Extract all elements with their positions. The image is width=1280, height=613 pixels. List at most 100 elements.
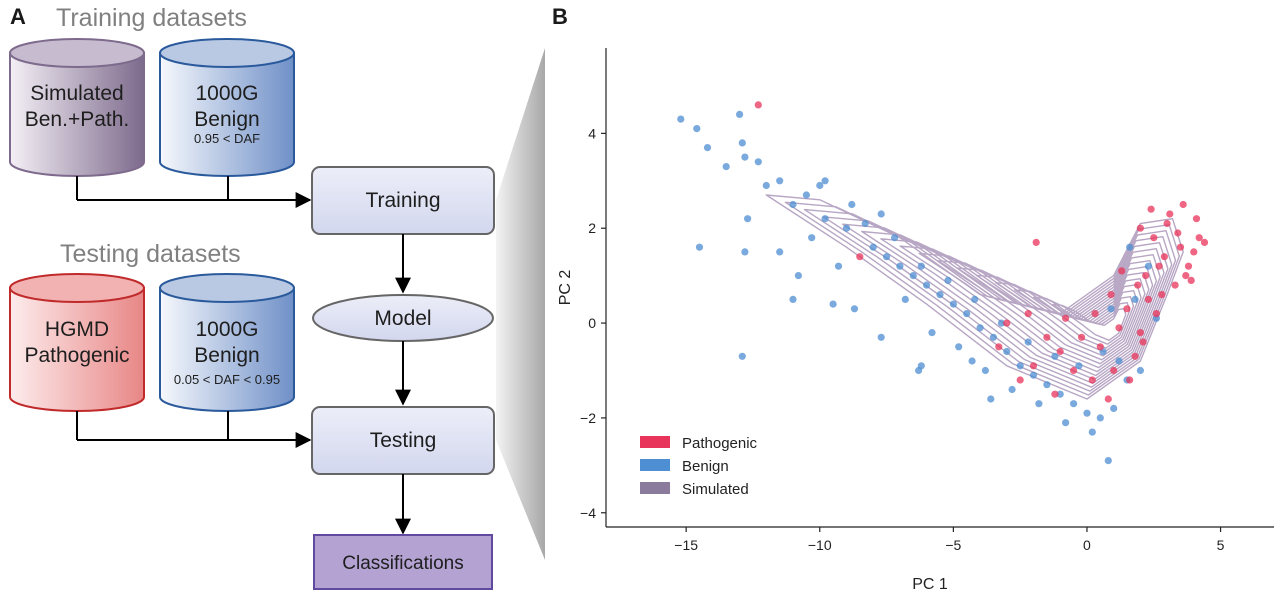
pathogenic-point [1182,272,1190,280]
1000g-train-daf: 0.95 < DAF [194,131,260,146]
pathogenic-point [1126,376,1134,384]
benign-point [1115,357,1123,365]
pathogenic-point [1131,352,1139,360]
pathogenic-point [1187,276,1195,284]
simulated-contour [1014,289,1135,349]
pathogenic-point [1123,305,1131,313]
benign-point [722,163,730,171]
pathogenic-point [1155,262,1163,270]
scatter-points [677,101,1209,465]
1000g-test-label-line2: Benign [194,344,259,367]
1000g-test-label-line1: 1000G [195,318,258,341]
pca-plot: −15 −10 −5 0 5 −4 −2 0 2 4 PC 1 PC 2 Pathogenic Beni… [557,48,1274,593]
pathogenic-point [856,253,864,261]
benign-point [963,310,971,318]
pathogenic-point [1171,281,1179,289]
benign-point [1083,409,1091,417]
testing-connectors [76,411,312,448]
training-connectors [76,176,312,208]
benign-point [677,115,685,123]
benign-point [1107,305,1115,313]
pathogenic-point [1118,267,1126,275]
simulated-contour [784,201,1180,396]
pathogenic-point [1166,210,1174,218]
benign-point [944,276,952,284]
y-tick-label: 2 [588,220,596,236]
benign-point [1144,262,1152,270]
legend-label-simulated: Simulated [682,481,749,498]
plot-legend: Pathogenic Benign Simulated [640,435,758,498]
benign-point [901,295,909,303]
pathogenic-point [1032,238,1040,246]
pathogenic-point [1110,366,1118,375]
simulated-contour [956,267,1146,361]
pathogenic-point [1160,253,1168,261]
pathogenic-point [1190,248,1198,256]
testing-box-label: Testing [370,429,437,452]
y-tick-label: −4 [580,505,596,521]
pathogenic-point [1024,310,1032,318]
benign-point [976,324,984,332]
pathogenic-point [1091,310,1099,318]
benign-point [915,366,923,375]
benign-point [1110,404,1118,412]
benign-point [869,243,877,251]
pathogenic-point [1062,314,1070,322]
benign-point [1029,371,1038,379]
benign-point [789,295,797,303]
x-tick-label: −15 [674,537,698,553]
1000g-test-daf: 0.05 < DAF < 0.95 [174,372,280,387]
1000g-test-cylinder: 1000G Benign 0.05 < DAF < 0.95 [159,273,295,412]
benign-point [1062,419,1070,427]
benign-point [741,153,749,161]
legend-swatch-pathogenic [640,436,670,448]
x-tick-label: 5 [1217,537,1225,553]
benign-point [741,248,749,256]
pathogenic-point [1134,281,1142,289]
benign-point [971,295,979,303]
benign-point [1024,338,1032,346]
benign-point [917,262,925,270]
benign-point [891,234,899,242]
benign-point [896,262,904,270]
pathogenic-point [1070,366,1078,375]
pathogenic-point [1147,205,1155,213]
benign-point [834,262,843,270]
pathogenic-point [1051,390,1059,398]
benign-point [989,333,998,341]
pathogenic-point [1096,343,1104,351]
1000g-train-label-line1: 1000G [195,82,258,105]
testing-box: Testing [311,406,495,475]
pathogenic-point [1163,219,1171,228]
legend-label-pathogenic: Pathogenic [682,435,758,452]
classifications-box-label: Classifications [342,553,463,574]
pathogenic-point [1184,262,1193,270]
benign-point [848,200,856,209]
pathogenic-point [1176,243,1185,251]
benign-point [928,329,936,337]
panel-b-letter: B [552,4,568,29]
x-tick-label: −5 [945,537,961,553]
benign-point [1051,352,1059,360]
hgmd-cylinder: HGMD Pathogenic [9,273,145,412]
benign-point [738,352,746,360]
pathogenic-point [1088,376,1096,384]
benign-point [1126,243,1134,251]
simulated-label-line1: Simulated [30,82,123,105]
pathogenic-point [1104,395,1112,403]
benign-point [923,281,931,289]
benign-point [816,181,824,190]
pathogenic-point [1107,291,1115,299]
benign-point [1035,400,1043,408]
y-tick-label: −2 [580,410,596,426]
pathogenic-point [1152,310,1160,318]
benign-point [762,181,770,190]
pathogenic-point [1016,376,1024,384]
benign-point [1096,414,1104,422]
pathogenic-point [1150,234,1158,242]
benign-point [1088,428,1096,436]
benign-point [744,215,752,223]
benign-point [1043,381,1051,389]
simulated-dataset-cylinder: Simulated Ben.+Path. [9,38,145,177]
